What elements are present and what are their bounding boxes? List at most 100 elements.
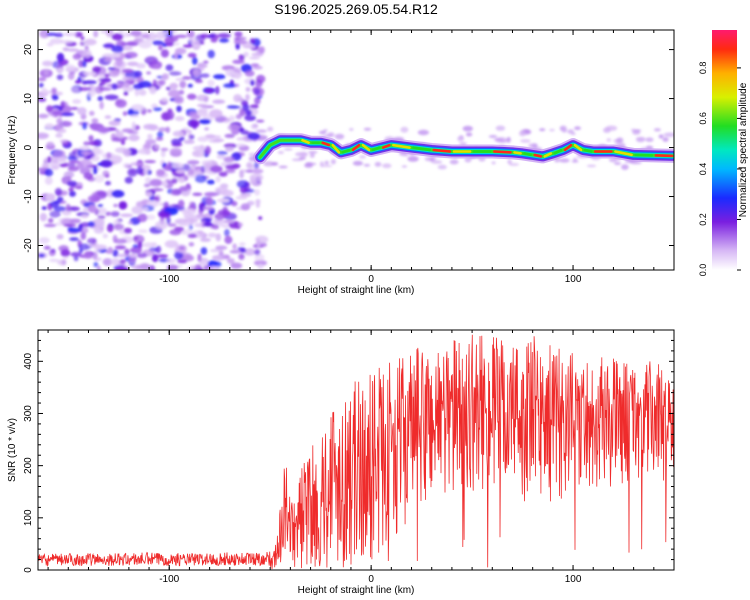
noise-blob xyxy=(130,104,145,112)
noise-blob xyxy=(218,38,230,43)
noise-blob xyxy=(165,64,174,71)
noise-blob xyxy=(160,147,169,152)
noise-blob xyxy=(199,118,211,125)
noise-blob xyxy=(202,206,214,211)
noise-blob xyxy=(135,264,142,270)
noise-blob xyxy=(150,188,164,192)
noise-blob xyxy=(571,132,576,135)
noise-blob xyxy=(78,159,93,168)
noise-blob xyxy=(181,76,192,80)
noise-blob xyxy=(143,183,151,188)
noise-blob xyxy=(174,95,184,105)
noise-blob xyxy=(239,193,252,197)
noise-blob xyxy=(199,237,212,242)
noise-blob xyxy=(249,173,264,182)
noise-blob xyxy=(153,107,162,111)
noise-blob xyxy=(111,45,124,53)
noise-blob xyxy=(38,253,46,258)
noise-blob xyxy=(223,156,235,163)
noise-blob xyxy=(200,165,206,173)
noise-blob xyxy=(530,143,538,149)
noise-blob xyxy=(174,226,185,232)
noise-blob xyxy=(94,174,105,183)
noise-blob xyxy=(210,165,223,173)
noise-blob xyxy=(164,36,175,45)
noise-blob xyxy=(278,165,288,169)
noise-blob xyxy=(156,30,168,37)
noise-blob xyxy=(252,65,263,70)
noise-blob xyxy=(89,110,95,116)
noise-blob xyxy=(215,245,228,251)
noise-blob xyxy=(79,41,86,46)
noise-blob xyxy=(192,121,198,130)
noise-blob xyxy=(229,249,242,254)
noise-blob xyxy=(110,211,120,217)
noise-blob xyxy=(254,189,260,196)
noise-blob xyxy=(105,211,111,216)
noise-blob xyxy=(53,206,66,212)
noise-blob xyxy=(187,111,198,116)
noise-blob xyxy=(178,177,185,184)
noise-blob xyxy=(187,160,200,165)
noise-blob xyxy=(149,179,163,187)
noise-blob xyxy=(239,170,245,179)
noise-blob xyxy=(518,130,526,137)
noise-blob xyxy=(131,206,143,214)
noise-blob xyxy=(43,223,57,228)
noise-blob xyxy=(224,228,230,237)
noise-blob xyxy=(207,79,215,87)
noise-blob xyxy=(121,128,135,133)
noise-blob xyxy=(97,204,104,208)
noise-blob xyxy=(139,263,151,270)
noise-blob xyxy=(59,139,68,143)
x-tick-label: -100 xyxy=(159,274,179,285)
noise-blob xyxy=(118,30,124,33)
noise-blob xyxy=(77,107,87,116)
noise-blob xyxy=(129,114,140,118)
noise-blob xyxy=(99,78,112,82)
noise-blob xyxy=(255,129,267,133)
noise-blob xyxy=(38,77,47,82)
noise-blob xyxy=(124,176,133,184)
noise-blob xyxy=(574,126,581,130)
signal-track-hot xyxy=(341,148,351,154)
noise-blob xyxy=(80,232,87,240)
noise-blob xyxy=(123,227,132,234)
noise-blob xyxy=(250,63,260,67)
spectrogram-frame xyxy=(37,29,675,271)
noise-blob xyxy=(160,150,166,158)
noise-blob xyxy=(46,105,53,113)
noise-blob xyxy=(233,39,248,45)
noise-blob xyxy=(43,69,50,76)
noise-blob xyxy=(129,253,137,258)
noise-blob xyxy=(156,169,166,177)
noise-blob xyxy=(106,224,114,233)
noise-blob xyxy=(153,63,162,70)
noise-blob xyxy=(181,254,195,262)
noise-blob xyxy=(191,164,197,169)
noise-blob xyxy=(204,88,214,93)
signal-track-hot xyxy=(543,152,553,158)
noise-blob xyxy=(60,249,71,257)
noise-blob xyxy=(119,259,127,264)
noise-blob xyxy=(221,65,236,71)
noise-blob xyxy=(93,248,101,253)
noise-blob xyxy=(104,115,112,119)
noise-blob xyxy=(192,145,207,151)
colorbar-tick-label: 0.0 xyxy=(698,264,708,277)
noise-blob xyxy=(128,108,134,116)
noise-blob xyxy=(39,212,48,222)
noise-blob xyxy=(253,88,261,95)
noise-blob xyxy=(87,89,96,97)
noise-blob xyxy=(157,254,169,258)
noise-blob xyxy=(238,54,245,61)
noise-blob xyxy=(82,122,87,130)
noise-blob xyxy=(58,128,67,134)
noise-blob xyxy=(136,167,144,175)
noise-blob xyxy=(632,130,641,135)
noise-blob xyxy=(232,243,237,250)
noise-blob xyxy=(43,245,51,250)
noise-blob xyxy=(113,52,121,58)
noise-blob xyxy=(236,143,246,148)
noise-blob xyxy=(247,132,260,140)
